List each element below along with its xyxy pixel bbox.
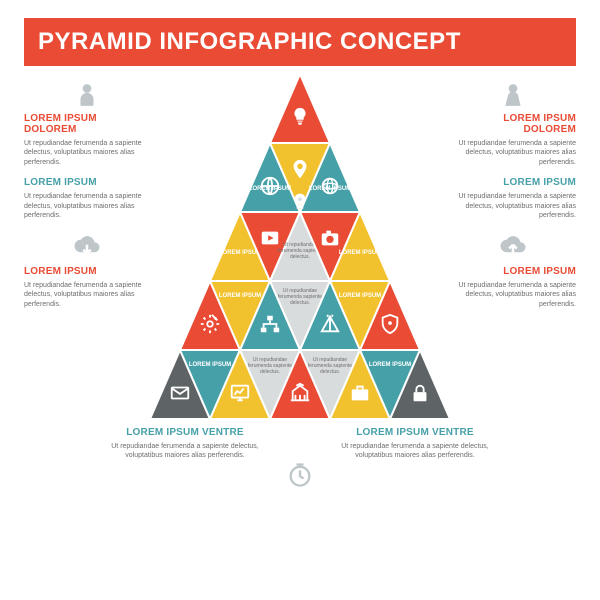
bottom-row: LOREM IPSUM VENTRE Ut repudiandae ferume… [24,427,576,461]
webcam-icon [289,190,311,212]
shield-icon [379,313,401,335]
side-block: LOREM IPSUM DOLOREM Ut repudiandae ferume… [450,113,576,167]
left-column: LOREM IPSUM DOLOREM Ut repudiandae ferume… [24,74,150,419]
pyramid-triangle [330,212,390,281]
side-body: Ut repudiandae ferumenda a sapiente dele… [24,192,150,220]
pyramid: LOREM IPSUMUt repudiandae ferumenda sapi… [150,74,450,419]
side-heading: LOREM IPSUM [450,266,576,277]
side-body: Ut repudiandae ferumenda a sapiente dele… [450,139,576,167]
bottom-left-title: LOREM IPSUM VENTRE [110,427,260,438]
side-body: Ut repudiandae ferumenda a sapiente dele… [24,281,150,309]
bottom-right-title: LOREM IPSUM VENTRE [340,427,490,438]
bottom-left-block: LOREM IPSUM VENTRE Ut repudiandae ferume… [110,427,260,461]
infographic-page: PYRAMID INFOGRAPHIC CONCEPT LOREM IPSUM … [0,0,600,600]
side-body: Ut repudiandae ferumenda a sapiente dele… [450,192,576,220]
page-title: PYRAMID INFOGRAPHIC CONCEPT [24,18,576,66]
female-icon [450,82,576,113]
side-heading: LOREM IPSUM DOLOREM [24,113,150,135]
side-block: LOREM IPSUM Ut repudiandae ferumenda a sa… [450,177,576,220]
side-heading: LOREM IPSUM DOLOREM [450,113,576,135]
pyramid-tri-label: LOREM IPSUM [332,250,388,257]
side-block: LOREM IPSUM Ut repudiandae ferumenda a sa… [24,266,150,309]
side-body: Ut repudiandae ferumenda a sapiente dele… [450,281,576,309]
side-heading: LOREM IPSUM [450,177,576,188]
main-columns: LOREM IPSUM DOLOREM Ut repudiandae ferume… [24,74,576,419]
bottom-left-body: Ut repudiandae ferumenda a sapiente dele… [110,442,260,461]
lightbulb-icon [289,106,311,128]
cloud-download-icon [24,231,150,266]
clock-icon [24,461,576,494]
side-heading: LOREM IPSUM [24,266,150,277]
lock-icon [409,382,431,404]
male-icon [24,82,150,113]
pyramid-tri-label: LOREM IPSUM [302,186,358,193]
side-heading: LOREM IPSUM [24,177,150,188]
side-block: LOREM IPSUM Ut repudiandae ferumenda a sa… [450,266,576,309]
cloud-upload-icon [450,231,576,266]
right-column: LOREM IPSUM DOLOREM Ut repudiandae ferume… [450,74,576,419]
side-body: Ut repudiandae ferumenda a sapiente dele… [24,139,150,167]
pyramid-container: LOREM IPSUMUt repudiandae ferumenda sapi… [150,74,450,419]
side-block: LOREM IPSUM Ut repudiandae ferumenda a sa… [24,177,150,220]
bottom-right-body: Ut repudiandae ferumenda a sapiente dele… [340,442,490,461]
pyramid-tri-label: LOREM IPSUM [242,186,298,193]
side-block: LOREM IPSUM DOLOREM Ut repudiandae ferume… [24,113,150,167]
bottom-right-block: LOREM IPSUM VENTRE Ut repudiandae ferume… [340,427,490,461]
